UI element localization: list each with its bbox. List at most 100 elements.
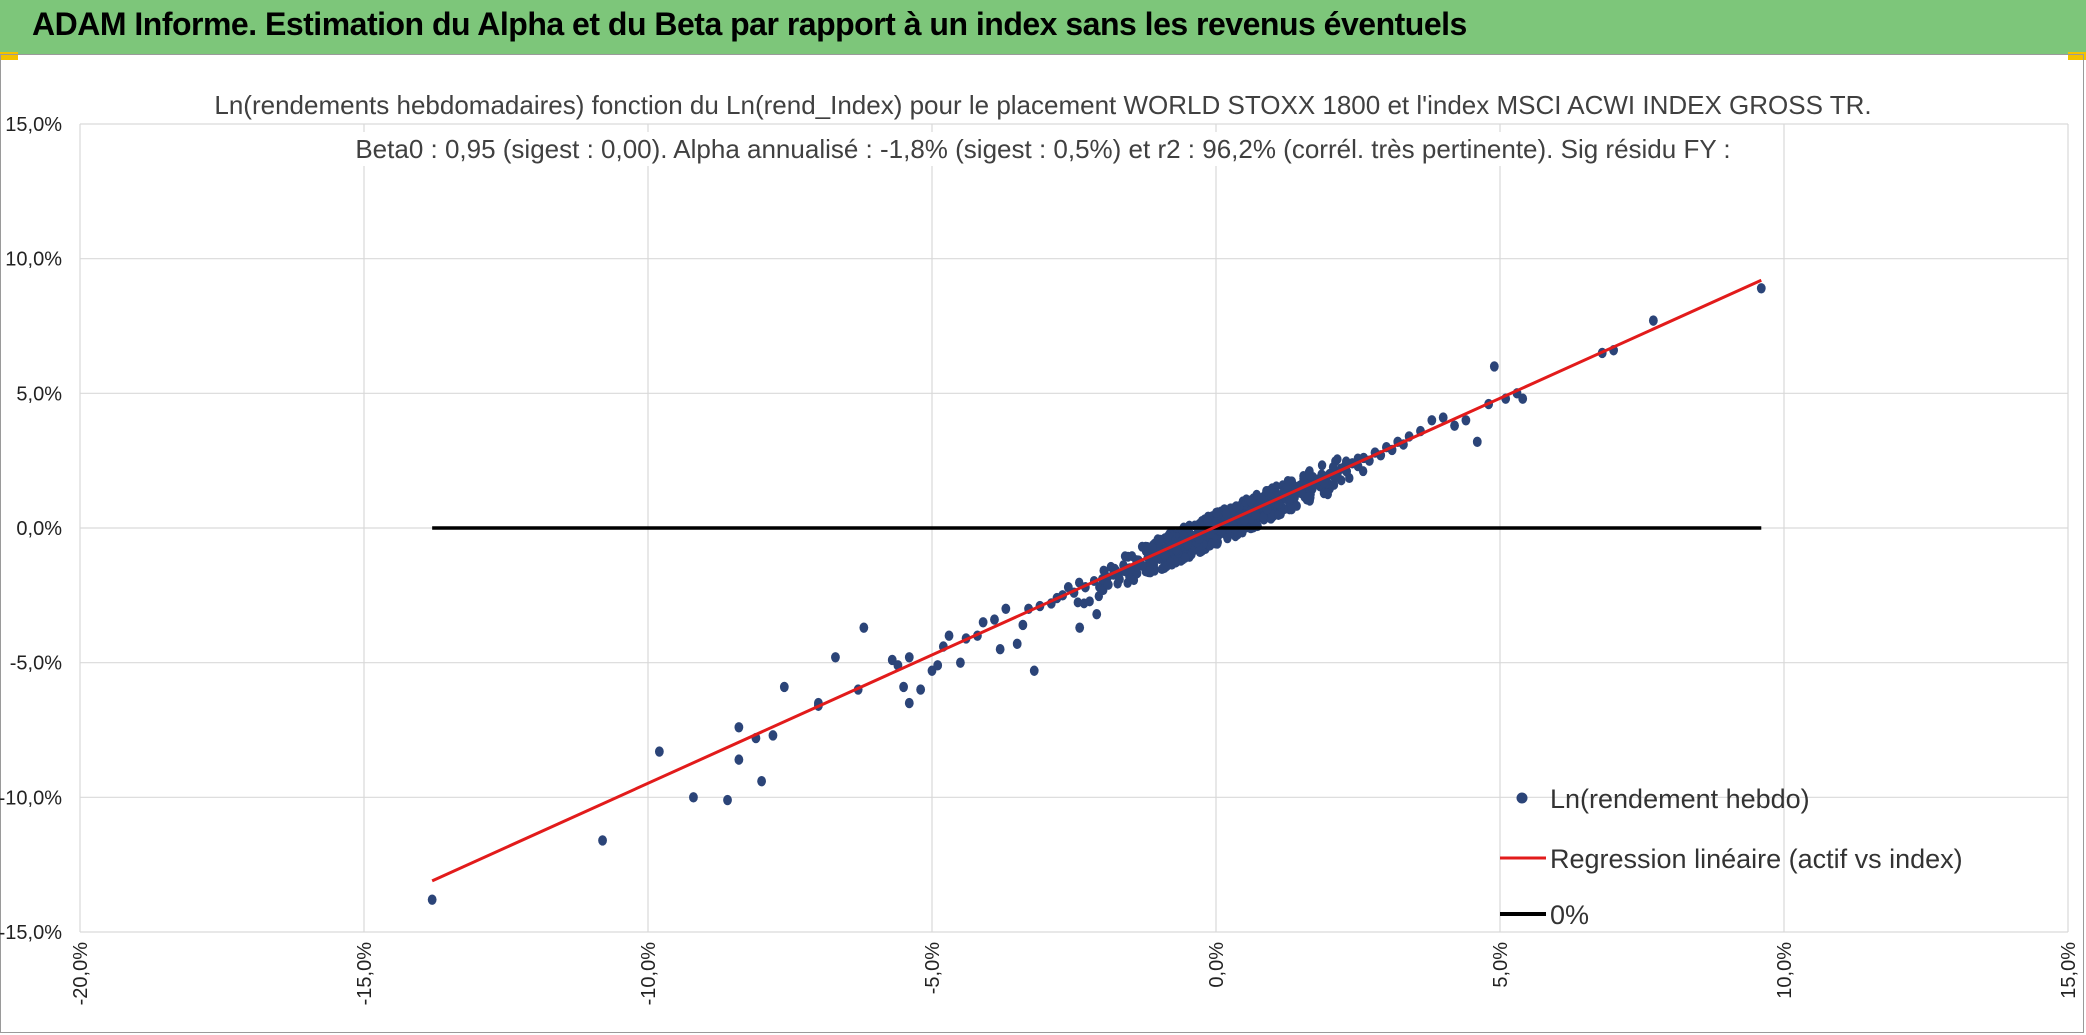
data-point-115 [1756,283,1766,294]
data-point-43 [1075,622,1085,633]
corner-marker-left [0,52,18,60]
data-point-25 [944,630,954,641]
data-point-cluster-277 [1079,598,1089,609]
data-point-30 [990,614,999,625]
legend-label-points: Ln(rendement hebdo) [1550,784,1810,814]
x-tick-label-7: 15,0% [2058,942,2080,999]
data-point-cluster-408 [1180,552,1190,563]
data-point-cluster-508 [1155,535,1164,546]
x-tick-label-5: 5,0% [1490,942,1512,988]
data-point-77 [1274,498,1283,509]
data-point-33 [1012,638,1022,650]
data-point-31 [995,644,1005,655]
x-tick-label-6: 10,0% [1774,942,1796,999]
data-point-8 [757,775,766,787]
title-background-1 [347,132,1739,166]
data-point-49 [1115,573,1124,585]
data-point-15 [859,622,869,633]
data-point-20 [904,652,914,663]
legend-label-regression: Regression linéaire (actif vs index) [1550,844,1963,874]
data-point-cluster-458 [1246,496,1256,507]
data-point-73 [1251,509,1261,520]
data-point-2 [654,746,664,757]
chart-titles: Ln(rendements hebdomadaires) fonction du… [206,88,1880,166]
data-point-106 [1472,436,1482,448]
data-point-cluster-483 [1166,557,1175,568]
data-point-cluster-433 [1073,597,1083,608]
data-point-cluster-478 [1274,509,1283,520]
regression-line [431,278,1762,883]
data-point-3 [689,792,698,803]
legend-marker-points [1516,792,1528,804]
y-tick-label-2: 5,0% [16,383,62,405]
data-point-26 [956,657,965,668]
data-point-cluster-517 [1203,516,1212,527]
data-point-13 [831,652,840,663]
y-tick-label-0: 15,0% [5,114,62,136]
data-point-cluster-516 [1223,533,1232,544]
data-point-cluster-461 [1283,475,1293,486]
x-tick-label-0: -20,0% [70,942,92,1006]
data-point-21 [916,684,926,695]
data-point-cluster-387 [1317,460,1327,471]
data-point-45 [1092,608,1102,620]
data-point-18 [899,681,908,693]
data-point-cluster-490 [1287,504,1296,515]
data-point-cluster-506 [1231,501,1241,512]
data-point-cluster-480 [1322,488,1332,499]
data-point-cluster-474 [1143,566,1153,577]
data-point-55 [1149,555,1158,566]
data-point-36 [1029,665,1039,676]
data-point-cluster-345 [1099,565,1108,576]
data-point-cluster-472 [1305,470,1314,481]
data-point-cluster-498 [1329,479,1339,490]
header-bar: ADAM Informe. Estimation du Alpha et du … [0,0,2086,54]
data-point-cluster-505 [1303,492,1313,503]
data-point-53 [1137,560,1147,571]
legend-label-zero: 0% [1550,900,1589,930]
chart-title: Ln(rendements hebdomadaires) fonction du… [214,90,1871,120]
data-point-6 [734,754,744,765]
data-point-114 [1648,315,1658,326]
data-point-47 [1103,579,1113,590]
data-point-4 [723,794,732,806]
data-point-cluster-486 [1148,542,1157,553]
data-point-104 [1450,420,1459,431]
data-point-71 [1240,514,1249,526]
data-point-10 [779,681,789,693]
y-tick-label-6: -15,0% [0,922,62,944]
y-tick-label-4: -5,0% [10,653,62,675]
data-point-105 [1461,415,1471,426]
data-point-cluster-477 [1163,531,1173,542]
data-point-75 [1262,503,1272,515]
chart-subtitle: Beta0 : 0,95 (sigest : 0,00). Alpha annu… [355,134,1730,164]
chart-frame [0,54,2084,1033]
axis-tick-labels: 15,0% 10,0% 5,0% 0,0% -5,0% -10,0% -15,0% -20,0… [0,114,2080,1005]
data-point-cluster-492 [1074,577,1084,588]
data-point-cluster-500 [1259,512,1268,523]
title-background-0 [206,88,1880,122]
data-point-102 [1427,415,1437,426]
x-tick-label-3: -5,0% [922,942,944,994]
series-lines [431,278,1762,883]
corner-marker-right [2068,52,2086,60]
data-point-111 [1518,393,1528,404]
y-tick-label-3: 0,0% [16,518,62,540]
data-point-cluster-511 [1221,508,1231,519]
data-point-cluster-501 [1211,538,1220,549]
data-point-1 [598,835,607,846]
data-point-0 [427,894,437,905]
data-point-34 [1018,619,1028,631]
data-point-19 [904,697,914,709]
data-point-5 [734,722,744,733]
data-point-103 [1438,412,1448,423]
y-tick-label-1: 10,0% [5,249,62,271]
data-point-9 [768,730,778,741]
x-tick-label-4: 0,0% [1206,942,1228,988]
data-point-32 [1001,603,1011,614]
page-title: ADAM Informe. Estimation du Alpha et du … [32,6,1467,42]
data-point-cluster-502 [1212,507,1221,518]
y-tick-label-5: -10,0% [0,787,62,809]
legend: Ln(rendement hebdo) Regression linéaire … [1500,784,1963,930]
